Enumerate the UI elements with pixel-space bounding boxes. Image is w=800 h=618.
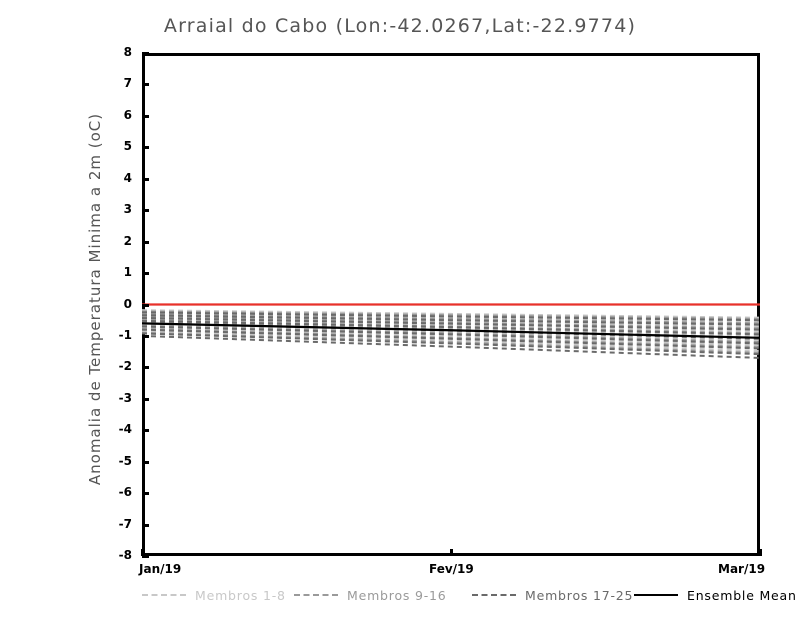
y-tick-label: 8 — [123, 45, 132, 59]
y-tick-label: 2 — [123, 233, 132, 248]
legend-swatch-icon — [472, 594, 516, 596]
y-tick-label: -8 — [118, 548, 132, 562]
y-tick-mark — [142, 209, 149, 213]
ensemble-member-line — [142, 317, 760, 331]
y-tick-mark — [142, 334, 149, 338]
y-tick-label: -6 — [118, 485, 132, 500]
ensemble-member-line — [142, 319, 760, 336]
legend-label: Membros 17-25 — [525, 587, 634, 603]
y-tick-mark — [142, 523, 149, 527]
y-tick-label: -5 — [118, 453, 132, 468]
ensemble-member-line — [142, 330, 760, 353]
ensemble-member-line — [142, 310, 760, 320]
y-tick-label: -2 — [118, 359, 132, 374]
y-tick-mark — [142, 83, 149, 87]
y-tick-label: -4 — [118, 422, 132, 437]
y-axis-label: Anomalia de Temperatura Minima a 2m (oC) — [86, 112, 104, 486]
ensemble-member-line — [142, 309, 760, 319]
y-tick-mark — [142, 429, 149, 433]
y-tick-mark — [142, 240, 149, 244]
y-tick-mark — [142, 177, 149, 181]
y-tick-mark — [142, 366, 149, 370]
y-tick-mark — [142, 492, 149, 496]
ensemble-member-line — [142, 334, 760, 359]
legend-item[interactable]: Membros 9-16 — [294, 586, 447, 604]
x-tick-label: Mar/19 — [718, 562, 766, 576]
y-tick-label: 1 — [123, 265, 132, 280]
legend-label: Ensemble Mean — [687, 587, 797, 603]
y-tick-label: 4 — [123, 170, 132, 185]
legend-swatch-icon — [294, 594, 338, 596]
y-tick-label: 3 — [123, 202, 132, 217]
ensemble-member-line — [142, 323, 760, 342]
chart-legend: Membros 1-8 Membros 9-16 Membros 17-25 Ense… — [142, 586, 796, 606]
y-tick-mark — [142, 114, 149, 118]
x-tick-label: Fev/19 — [429, 562, 474, 576]
x-tick-mark — [450, 549, 453, 556]
y-tick-label: 5 — [123, 139, 132, 154]
x-tick-mark — [141, 549, 144, 556]
y-tick-label: 6 — [123, 107, 132, 122]
y-tick-mark — [142, 303, 149, 307]
ensemble-member-line — [142, 320, 760, 337]
y-tick-label: 7 — [123, 76, 132, 91]
ensemble-mean-line — [142, 322, 760, 339]
chart-title: Arraial do Cabo (Lon:-42.0267,Lat:-22.97… — [163, 15, 637, 37]
ensemble-member-line — [142, 314, 760, 326]
y-tick-label: 0 — [123, 296, 132, 311]
y-tick-label: -1 — [118, 327, 132, 342]
ensemble-member-line — [142, 326, 760, 347]
ensemble-member-line — [142, 312, 760, 324]
legend-label: Membros 9-16 — [347, 587, 447, 603]
legend-label: Membros 1-8 — [195, 587, 286, 603]
ensemble-member-line — [142, 311, 760, 322]
y-tick-mark — [142, 460, 149, 464]
y-tick-label: -7 — [118, 516, 132, 531]
legend-item[interactable]: Membros 1-8 — [142, 586, 286, 604]
ensemble-member-line — [142, 332, 760, 356]
plot-area — [142, 303, 760, 359]
y-tick-label: -3 — [118, 390, 132, 405]
x-tick-label: Jan/19 — [139, 562, 182, 576]
y-tick-mark — [142, 397, 149, 401]
legend-swatch-icon — [634, 594, 678, 596]
ensemble-member-line — [142, 325, 760, 345]
y-tick-mark — [142, 146, 149, 150]
y-tick-mark — [142, 52, 149, 55]
legend-item[interactable]: Ensemble Mean — [634, 586, 797, 604]
y-tick-mark — [142, 555, 149, 558]
y-tick-mark — [142, 272, 149, 276]
legend-item[interactable]: Membros 17-25 — [472, 586, 633, 604]
x-tick-mark — [759, 549, 762, 556]
legend-swatch-icon — [142, 594, 186, 596]
ensemble-member-line — [142, 328, 760, 350]
